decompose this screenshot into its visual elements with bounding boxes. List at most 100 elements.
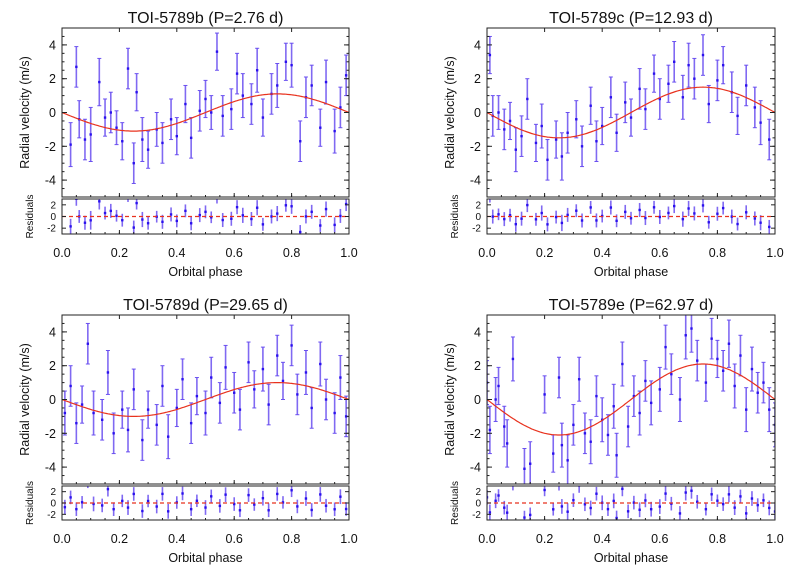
rv-point — [80, 403, 84, 406]
y-tick-label: 2 — [49, 72, 56, 86]
panel-2: TOI-5789c (P=12.93 d) 0.0 0.2 0.4 0.6 0.8 1.0 -… — [443, 10, 784, 279]
y-tick-label: 0 — [49, 393, 56, 407]
residual-tick-label: 0 — [475, 212, 481, 223]
rv-point — [221, 114, 224, 118]
residual-data — [62, 486, 349, 519]
residual-point — [621, 487, 624, 491]
rv-point — [736, 114, 739, 118]
rv-point — [215, 50, 219, 53]
rv-point — [204, 411, 207, 415]
rv-point — [175, 134, 178, 138]
y-tick-label: -4 — [45, 461, 56, 475]
rv-point — [235, 72, 239, 75]
rv-point — [210, 111, 213, 114]
residual-point — [534, 218, 538, 221]
rv-point — [707, 102, 710, 106]
rv-point — [169, 118, 173, 121]
rv-point — [86, 342, 90, 345]
rv-point — [554, 138, 558, 141]
rv-point — [238, 408, 242, 411]
rv-point — [290, 63, 293, 67]
residual-point — [552, 508, 555, 511]
residual-point — [233, 502, 236, 506]
residual-point — [667, 211, 670, 215]
residual-point — [638, 208, 641, 212]
residual-point — [704, 508, 708, 511]
rv-point — [181, 378, 184, 381]
residual-point — [238, 509, 242, 512]
residual-point — [529, 513, 532, 517]
residual-point — [103, 211, 107, 215]
x-axis-label: Orbital phase — [594, 551, 668, 565]
rv-point — [290, 344, 293, 347]
rv-point — [230, 107, 233, 111]
rv-point — [609, 96, 613, 99]
residual-point — [106, 487, 110, 491]
rv-point — [284, 60, 288, 63]
y-tick-label: -2 — [470, 427, 481, 441]
residual-point — [554, 215, 558, 219]
rv-point — [121, 140, 124, 143]
residual-point — [580, 219, 584, 222]
rv-point — [339, 106, 342, 109]
residual-point — [204, 210, 207, 214]
residual-point — [276, 492, 279, 496]
residual-point — [324, 207, 328, 211]
rv-point — [511, 357, 515, 361]
y-tick-label: 2 — [474, 72, 481, 86]
x-tick-label: 0.4 — [594, 532, 611, 546]
residual-point — [247, 493, 250, 497]
y-tick-label: -4 — [470, 174, 481, 188]
rv-point — [626, 425, 630, 428]
residual-point — [716, 212, 719, 215]
rv-point — [753, 106, 757, 109]
rv-point — [109, 111, 112, 114]
residual-point — [210, 216, 213, 219]
rv-point — [324, 398, 328, 401]
rv-point — [98, 80, 101, 84]
residual-point — [324, 504, 328, 507]
rv-point — [589, 440, 592, 443]
rv-point — [210, 376, 213, 379]
rv-point — [701, 53, 705, 57]
rv-point — [638, 411, 641, 415]
rv-point — [762, 381, 765, 384]
rv-point — [161, 141, 164, 145]
rv-point — [112, 432, 115, 435]
rv-point — [281, 379, 285, 383]
rv-point — [310, 406, 313, 410]
y-tick-label: 2 — [49, 359, 56, 373]
residual-point — [739, 495, 742, 498]
residual-point — [344, 202, 348, 206]
rv-point — [261, 367, 265, 371]
rv-point — [534, 141, 538, 145]
rv-point — [684, 334, 687, 337]
rv-point — [632, 394, 636, 398]
residual-point — [505, 511, 509, 514]
residual-point — [181, 492, 184, 495]
model-curve — [62, 93, 349, 132]
rv-point — [540, 124, 543, 128]
rv-point — [566, 131, 569, 134]
residual-point — [319, 493, 322, 496]
x-tick-label: 0.0 — [53, 246, 70, 260]
rv-point — [727, 342, 731, 345]
residual-point — [487, 496, 489, 499]
model-curve — [487, 86, 775, 139]
x-tick-label: 0.4 — [168, 532, 185, 546]
x-tick-label: 0.6 — [226, 246, 243, 260]
residual-point — [115, 214, 118, 217]
residual-point — [615, 219, 618, 222]
main-data — [62, 322, 349, 461]
residual-point — [560, 505, 564, 508]
rv-point — [670, 372, 673, 376]
y-tick-label: 0 — [49, 106, 56, 120]
residual-point — [658, 215, 661, 219]
residual-point — [299, 230, 302, 234]
residual-data — [487, 486, 775, 520]
residual-point — [281, 501, 285, 504]
x-tick-label: 0.4 — [594, 246, 611, 260]
rv-point — [310, 84, 313, 87]
x-tick-label: 0.0 — [478, 532, 495, 546]
